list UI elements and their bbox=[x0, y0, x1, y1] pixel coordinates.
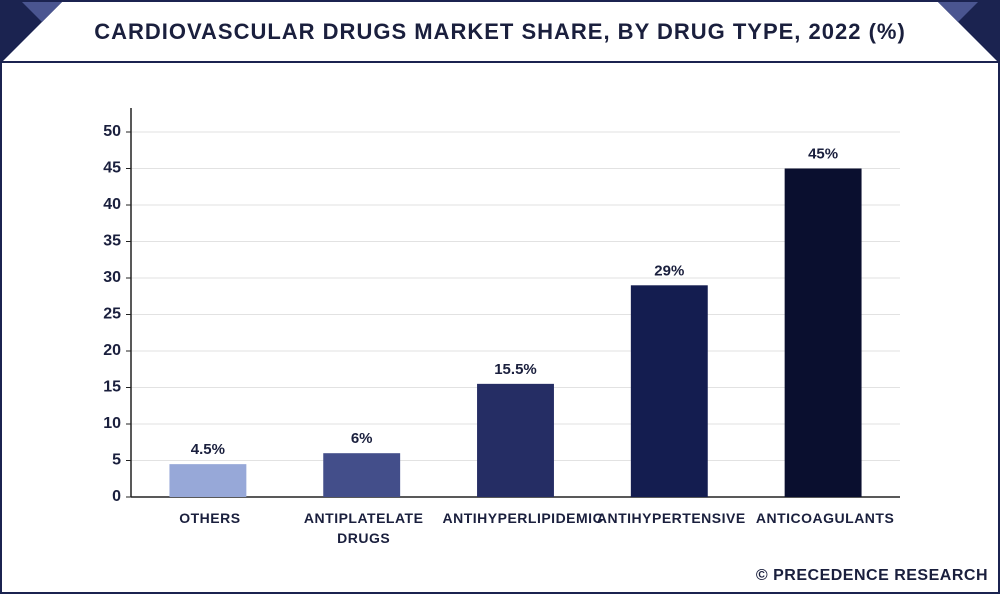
x-tick-label: OTHERS bbox=[179, 510, 241, 526]
y-tick-label: 25 bbox=[103, 306, 121, 323]
y-tick-label: 10 bbox=[103, 415, 121, 432]
y-tick-label: 45 bbox=[103, 160, 121, 177]
corner-right-accent bbox=[938, 2, 978, 22]
header-band bbox=[2, 2, 998, 62]
bar bbox=[630, 285, 708, 497]
bar bbox=[169, 464, 247, 497]
x-tick-label: ANTICOAGULANTS bbox=[755, 510, 895, 526]
data-label: 4.5% bbox=[191, 441, 225, 458]
watermark: © PRECEDENCE RESEARCH bbox=[756, 567, 988, 584]
chart-title: CARDIOVASCULAR DRUGS MARKET SHARE, BY DR… bbox=[94, 19, 906, 44]
data-label: 6% bbox=[351, 430, 373, 447]
y-tick-label: 50 bbox=[103, 123, 121, 140]
data-label: 15.5% bbox=[494, 361, 537, 378]
corner-left-accent bbox=[22, 2, 62, 22]
y-tick-label: 35 bbox=[103, 233, 121, 250]
data-label: 45% bbox=[808, 145, 838, 162]
y-tick-label: 30 bbox=[103, 269, 121, 286]
x-tick-label: ANTIHYPERLIPIDEMIC bbox=[442, 510, 604, 526]
x-tick-label: ANTIHYPERTENSIVE bbox=[596, 510, 746, 526]
bar bbox=[784, 168, 862, 497]
x-tick-label: ANTIPLATELATE DRUGS bbox=[303, 510, 424, 546]
y-tick-label: 5 bbox=[112, 452, 121, 469]
data-label: 29% bbox=[654, 262, 684, 279]
bar bbox=[323, 453, 401, 497]
y-tick-label: 15 bbox=[103, 379, 121, 396]
y-tick-label: 40 bbox=[103, 196, 121, 213]
y-tick-label: 20 bbox=[103, 342, 121, 359]
y-tick-label: 0 bbox=[112, 488, 121, 505]
bar bbox=[477, 383, 554, 497]
